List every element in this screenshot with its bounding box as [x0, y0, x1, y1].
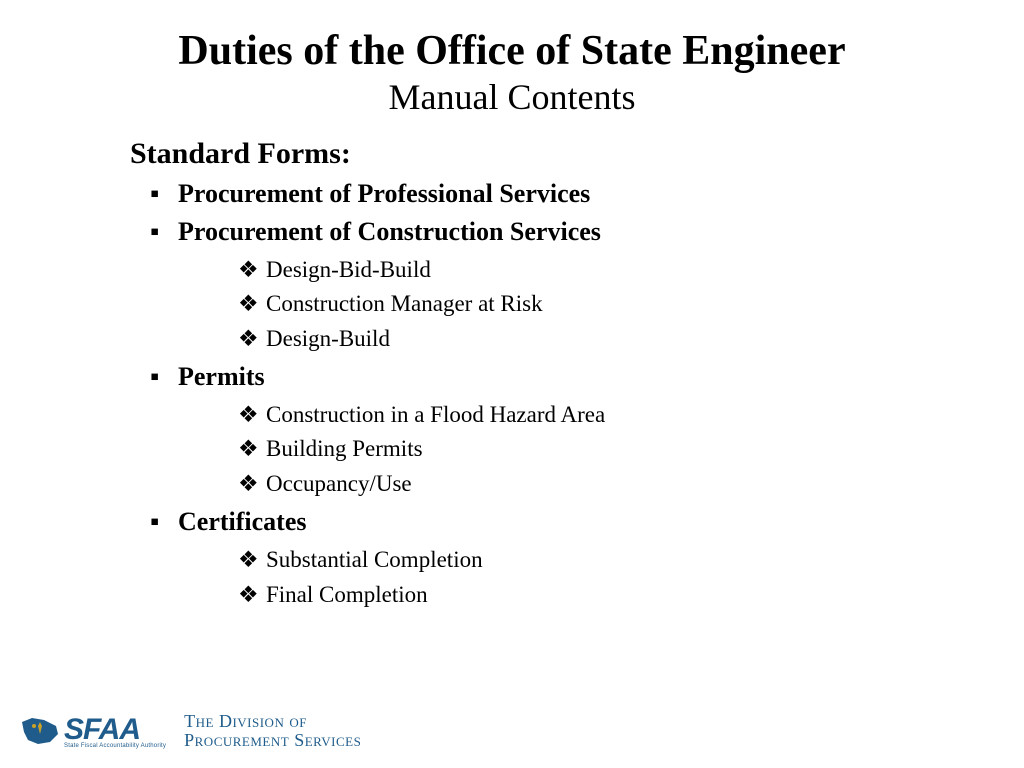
outline-item: Permits Construction in a Flood Hazard Ar…: [150, 358, 974, 501]
outline-subitem: Design-Bid-Build: [238, 253, 974, 288]
division-name: The Division of Procurement Services: [184, 712, 361, 750]
outline-item-label: Certificates: [178, 507, 306, 536]
outline-item: Procurement of Professional Services: [150, 175, 974, 213]
outline-item: Certificates Substantial CompletionFinal …: [150, 503, 974, 612]
sfaa-text-block: SFAA State Fiscal Accountability Authori…: [64, 713, 166, 749]
outline-item-label: Procurement of Construction Services: [178, 217, 601, 246]
slide-title: Duties of the Office of State Engineer: [50, 28, 974, 74]
outline-subitem: Design-Build: [238, 322, 974, 357]
outline-sublist: Construction in a Flood Hazard AreaBuild…: [238, 398, 974, 502]
footer-logos: SFAA State Fiscal Accountability Authori…: [20, 712, 361, 750]
outline-subitem: Substantial Completion: [238, 543, 974, 578]
outline-sublist: Design-Bid-BuildConstruction Manager at …: [238, 253, 974, 357]
outline-subitem: Construction in a Flood Hazard Area: [238, 398, 974, 433]
sfaa-acronym: SFAA: [64, 713, 140, 747]
outline-item: Procurement of Construction Services Desi…: [150, 213, 974, 356]
outline-sublist: Substantial CompletionFinal Completion: [238, 543, 974, 612]
sfaa-fullname: State Fiscal Accountability Authority: [64, 743, 166, 749]
outline-subitem: Construction Manager at Risk: [238, 287, 974, 322]
outline-item-label: Procurement of Professional Services: [178, 179, 590, 208]
division-line1: The Division of: [184, 712, 361, 731]
sfaa-logo: SFAA State Fiscal Accountability Authori…: [20, 713, 166, 749]
outline-subitem: Occupancy/Use: [238, 467, 974, 502]
slide-content: Duties of the Office of State Engineer M…: [0, 0, 1024, 612]
division-line2: Procurement Services: [184, 731, 361, 750]
section-header: Standard Forms:: [130, 137, 974, 171]
outline-list: Procurement of Professional Services Proc…: [150, 175, 974, 612]
outline-subitem: Final Completion: [238, 578, 974, 613]
slide-subtitle: Manual Contents: [50, 76, 974, 119]
outline-item-label: Permits: [178, 362, 265, 391]
content-block: Standard Forms: Procurement of Professio…: [130, 137, 974, 612]
state-shape-icon: [20, 716, 60, 746]
outline-subitem: Building Permits: [238, 432, 974, 467]
